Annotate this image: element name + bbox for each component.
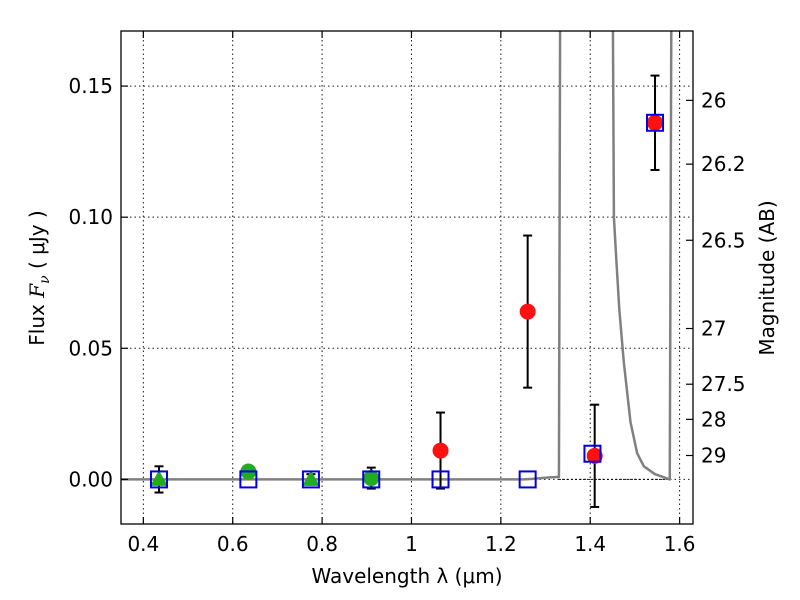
x-tick-label: 1.6 xyxy=(664,532,696,556)
model-square-marker xyxy=(362,470,381,489)
y2-tick-label: 28 xyxy=(701,407,726,431)
x-tick-label: 1.2 xyxy=(485,532,517,556)
y2-tick-labels: 26 26.2 26.5 27 27.5 28 29 xyxy=(701,88,746,467)
model-square-marker xyxy=(149,470,168,489)
data-point-triangle xyxy=(150,470,168,486)
y-tick-label: 0.10 xyxy=(68,205,113,229)
x-tick-label: 1 xyxy=(405,532,418,556)
plot-frame xyxy=(120,30,694,525)
tick-marks xyxy=(121,31,693,524)
y2-tick-label: 26 xyxy=(701,88,726,112)
spectrum-layer xyxy=(121,31,673,481)
model-square-marker xyxy=(518,470,537,489)
y2-tick-label: 26.2 xyxy=(701,152,746,176)
plot-background xyxy=(121,31,693,524)
y2-tick-label: 29 xyxy=(701,444,726,468)
model-square-marker xyxy=(301,470,320,489)
y-tick-label: 0.05 xyxy=(68,336,113,360)
x-tick-label: 0.8 xyxy=(306,532,338,556)
x-tick-label: 1.4 xyxy=(574,532,606,556)
model-square-marker xyxy=(431,470,450,489)
y-axis-label-symbol: F xyxy=(25,283,49,299)
y2-tick-label: 27.5 xyxy=(701,372,746,396)
y-axis-label-prefix: Flux xyxy=(25,298,49,346)
y-axis-label-suffix: ( μJy ) xyxy=(25,210,49,275)
data-point-circle xyxy=(363,470,380,487)
data-point-triangle xyxy=(302,470,320,486)
data-point-circle xyxy=(519,303,536,320)
y2-tick-label: 26.5 xyxy=(701,228,746,252)
y-tick-labels: 0.00 0.05 0.10 0.15 xyxy=(68,74,113,491)
data-point-circle xyxy=(586,447,603,464)
y2-tick-label: 27 xyxy=(701,317,726,341)
model-square-marker xyxy=(239,470,258,489)
model-square-marker xyxy=(646,113,665,132)
y-tick-label: 0.00 xyxy=(68,467,113,491)
x-tick-label: 0.6 xyxy=(217,532,249,556)
grid-lines xyxy=(121,31,693,524)
model-spectrum-line xyxy=(121,31,673,481)
x-axis-label: Wavelength λ (μm) xyxy=(311,564,502,588)
y-axis-label: Flux Fν ( μJy ) xyxy=(25,210,53,345)
y-tick-label: 0.15 xyxy=(68,74,113,98)
x-tick-label: 0.4 xyxy=(127,532,159,556)
x-tick-labels: 0.4 0.6 0.8 1 1.2 1.4 1.6 xyxy=(127,532,695,556)
data-point-circle xyxy=(647,114,664,131)
data-point-circle xyxy=(432,442,449,459)
y-axis-label-subscript: ν xyxy=(37,275,53,284)
marker-layer xyxy=(149,74,665,508)
y2-axis-label: Magnitude (AB) xyxy=(755,200,779,355)
model-square-marker xyxy=(583,444,602,463)
